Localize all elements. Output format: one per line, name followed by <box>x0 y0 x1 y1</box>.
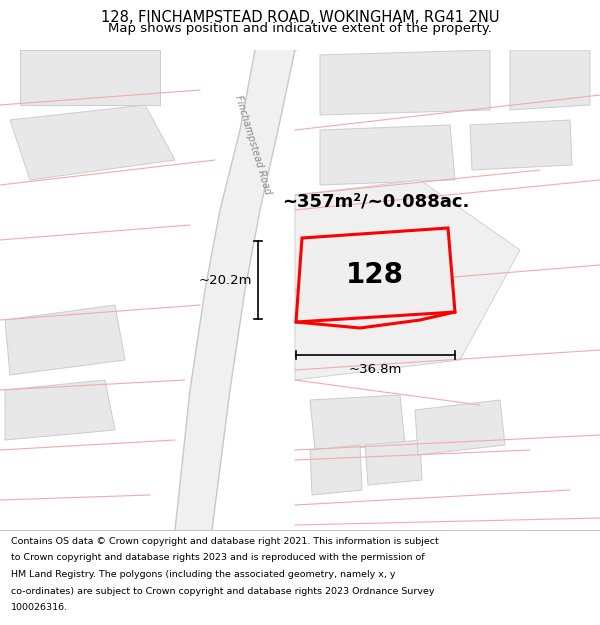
Polygon shape <box>365 440 422 485</box>
Text: Contains OS data © Crown copyright and database right 2021. This information is : Contains OS data © Crown copyright and d… <box>11 537 439 546</box>
Polygon shape <box>296 228 455 322</box>
Text: 100026316.: 100026316. <box>11 603 68 612</box>
Polygon shape <box>20 50 160 105</box>
Polygon shape <box>510 50 590 110</box>
Text: co-ordinates) are subject to Crown copyright and database rights 2023 Ordnance S: co-ordinates) are subject to Crown copyr… <box>11 586 434 596</box>
Polygon shape <box>5 380 115 440</box>
Text: Finchampstead Road: Finchampstead Road <box>233 94 273 196</box>
Text: ~357m²/~0.088ac.: ~357m²/~0.088ac. <box>282 192 469 210</box>
Polygon shape <box>310 395 405 450</box>
Polygon shape <box>10 105 175 180</box>
Text: HM Land Registry. The polygons (including the associated geometry, namely x, y: HM Land Registry. The polygons (includin… <box>11 570 395 579</box>
Text: 128: 128 <box>346 261 404 289</box>
Polygon shape <box>5 305 125 375</box>
Text: 128, FINCHAMPSTEAD ROAD, WOKINGHAM, RG41 2NU: 128, FINCHAMPSTEAD ROAD, WOKINGHAM, RG41… <box>101 10 499 25</box>
Polygon shape <box>320 50 490 115</box>
Text: ~36.8m: ~36.8m <box>349 363 402 376</box>
Text: to Crown copyright and database rights 2023 and is reproduced with the permissio: to Crown copyright and database rights 2… <box>11 553 424 562</box>
Polygon shape <box>415 400 505 455</box>
Polygon shape <box>470 120 572 170</box>
Polygon shape <box>295 180 520 380</box>
Text: Map shows position and indicative extent of the property.: Map shows position and indicative extent… <box>108 22 492 35</box>
Polygon shape <box>310 445 362 495</box>
Polygon shape <box>175 50 295 530</box>
Text: ~20.2m: ~20.2m <box>199 274 252 286</box>
Polygon shape <box>320 125 455 185</box>
